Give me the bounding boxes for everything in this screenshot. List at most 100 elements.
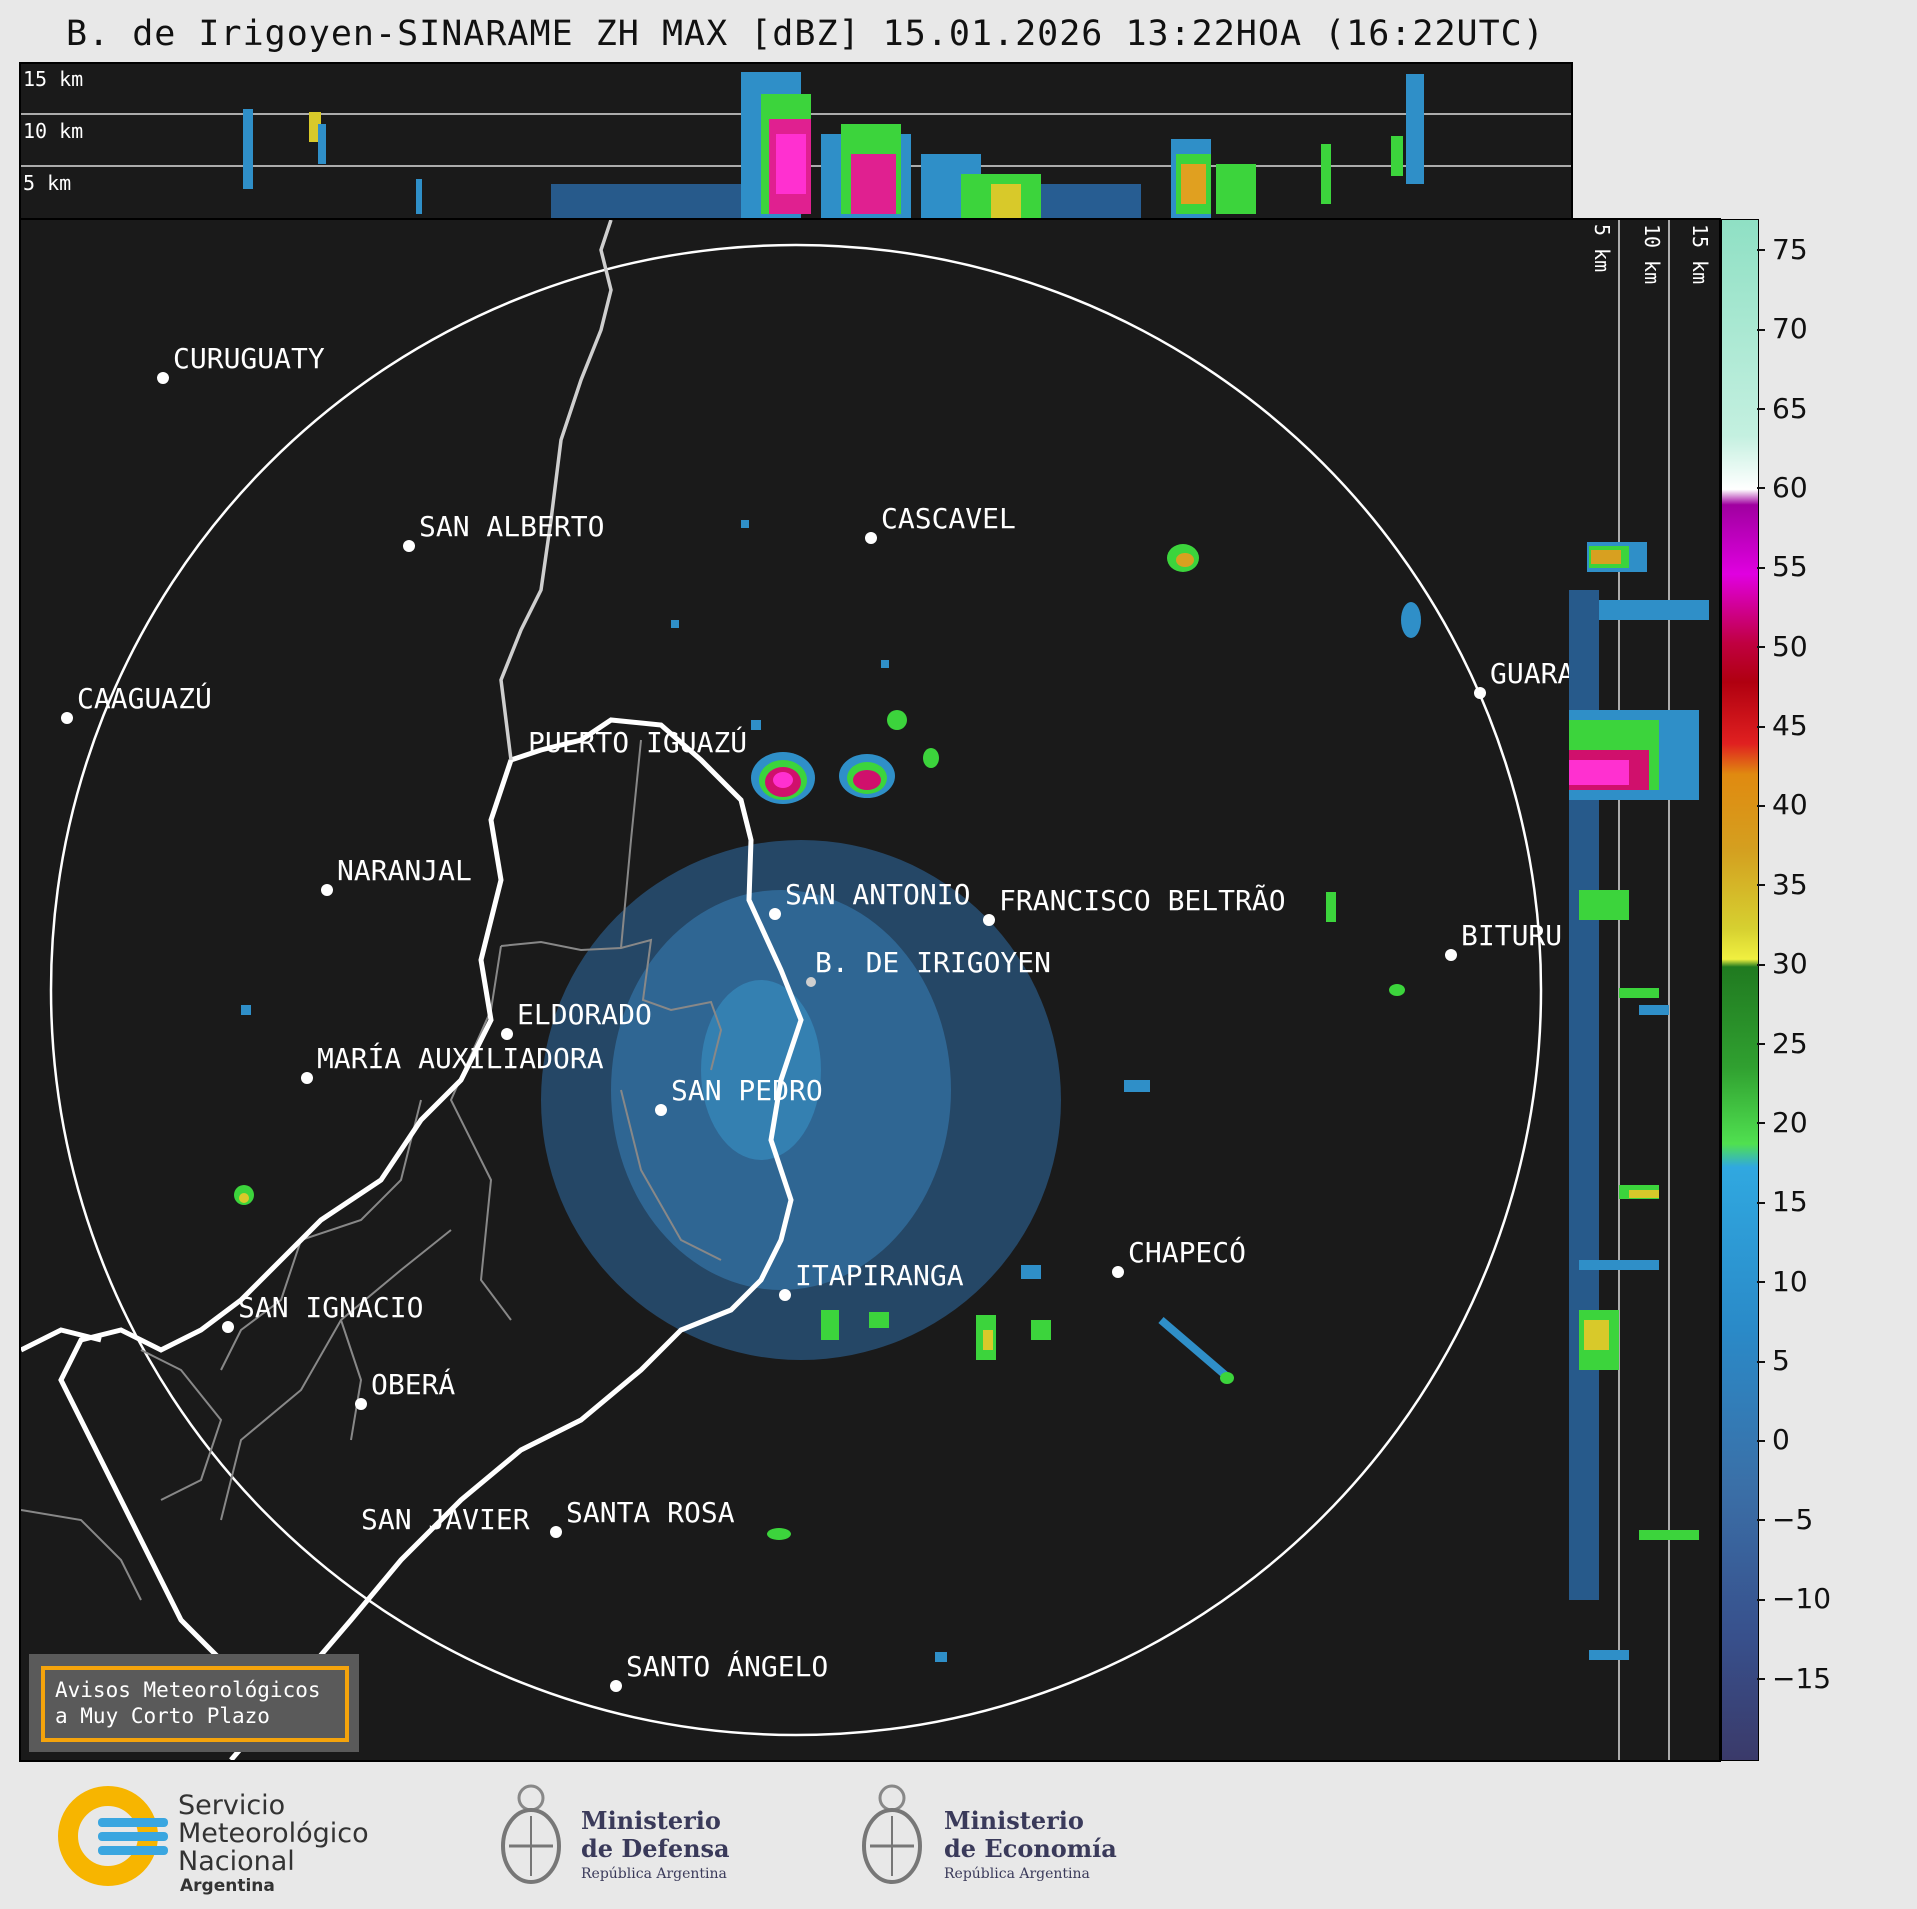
smn-line3: Nacional (178, 1846, 295, 1877)
defensa-line3: República Argentina (581, 1866, 727, 1882)
svg-text:GUARA: GUARA (1490, 657, 1571, 690)
svg-text:BITURU: BITURU (1461, 919, 1562, 952)
economia-line1: Ministerio (944, 1806, 1084, 1835)
height-label-10km: 10 km (23, 119, 83, 143)
colorbar-tick-label: 10 (1757, 1265, 1808, 1298)
smn-logo[interactable]: Servicio Meteorológico Nacional Argentin… (58, 1786, 388, 1896)
radar-map[interactable]: CURUGUATY SAN ALBERTO CASCAVEL CAAGUAZÚ … (21, 220, 1571, 1760)
economia-line2: de Economía (944, 1834, 1117, 1863)
defensa-line1: Ministerio (581, 1806, 721, 1835)
svg-text:CHAPECÓ: CHAPECÓ (1128, 1235, 1246, 1269)
side-height-label-15km: 15 km (1688, 224, 1712, 284)
city-curuguaty[interactable]: CURUGUATY (157, 342, 325, 384)
province-borders (21, 739, 723, 1601)
height-label-15km: 15 km (23, 67, 83, 91)
smn-line1: Servicio (178, 1790, 286, 1821)
city-eldorado[interactable]: ELDORADO (501, 998, 652, 1040)
colorbar-tick-label: 45 (1757, 709, 1808, 742)
range-ring (49, 243, 1543, 1737)
city-san-pedro[interactable]: SAN PEDRO (655, 1074, 823, 1116)
svg-text:SANTA ROSA: SANTA ROSA (566, 1496, 735, 1529)
smn-logo-icon (58, 1786, 168, 1886)
svg-text:ITAPIRANGA: ITAPIRANGA (795, 1259, 964, 1292)
top-cross-section-panel: 15 km 10 km 5 km (19, 62, 1573, 222)
colorbar-tick-label: 70 (1757, 312, 1808, 345)
svg-text:MARÍA AUXILIADORA: MARÍA AUXILIADORA (317, 1041, 604, 1075)
reflectivity-field (541, 520, 1061, 1360)
colorbar-tick-label: 55 (1757, 550, 1808, 583)
city-itapiranga[interactable]: ITAPIRANGA (779, 1259, 964, 1301)
city-santa-rosa[interactable]: SANTA ROSA (550, 1496, 735, 1538)
top-cross-section-plot: 15 km 10 km 5 km (21, 67, 1571, 218)
warning-box-line1: Avisos Meteorológicos (55, 1678, 321, 1702)
colorbar-tick-label: 5 (1757, 1344, 1790, 1377)
smn-line2: Meteorológico (178, 1818, 369, 1849)
city-santo-angelo[interactable]: SANTO ÁNGELO (610, 1649, 828, 1692)
city-naranjal[interactable]: NARANJAL (321, 854, 472, 896)
city-cascavel[interactable]: CASCAVEL (865, 502, 1016, 544)
city-san-ignacio[interactable]: SAN IGNACIO (222, 1291, 423, 1333)
paraguay-brazil-border (499, 220, 613, 761)
svg-text:CAAGUAZÚ: CAAGUAZÚ (77, 681, 212, 715)
colorbar-tick-label: −5 (1756, 1503, 1813, 1536)
city-san-alberto[interactable]: SAN ALBERTO (403, 510, 604, 552)
city-chapeco[interactable]: CHAPECÓ (1112, 1235, 1246, 1278)
side-cross-section-plot: 5 km 10 km 15 km (1569, 220, 1712, 1760)
city-san-javier[interactable]: SAN JAVIER (361, 1503, 530, 1536)
city-san-antonio[interactable]: SAN ANTONIO (769, 878, 970, 920)
colorbar-tick-label: −15 (1756, 1662, 1831, 1695)
svg-text:CASCAVEL: CASCAVEL (881, 502, 1016, 535)
footer-logos: Servicio Meteorológico Nacional Argentin… (0, 1762, 1917, 1909)
colorbar-tick-label: 15 (1757, 1185, 1808, 1218)
city-maria-auxiliadora[interactable]: MARÍA AUXILIADORA (301, 1041, 604, 1084)
dbz-colorbar (1721, 219, 1759, 1761)
ministerio-defensa-logo[interactable]: Ministerio de Defensa República Argentin… (495, 1776, 755, 1896)
economia-line3: República Argentina (944, 1866, 1090, 1882)
svg-text:CURUGUATY: CURUGUATY (173, 342, 325, 375)
city-puerto-iguazu[interactable]: PUERTO IGUAZÚ (528, 725, 747, 759)
radar-map-panel: CURUGUATY SAN ALBERTO CASCAVEL CAAGUAZÚ … (19, 218, 1573, 1762)
city-b-de-irigoyen[interactable]: B. DE IRIGOYEN (806, 946, 1051, 987)
smn-line4: Argentina (180, 1876, 275, 1896)
colorbar-tick-label: 25 (1757, 1027, 1808, 1060)
svg-text:B. DE IRIGOYEN: B. DE IRIGOYEN (815, 946, 1051, 979)
warning-box[interactable]: Avisos Meteorológicos a Muy Corto Plazo (29, 1654, 359, 1752)
warning-box-line2: a Muy Corto Plazo (55, 1704, 270, 1728)
svg-text:SANTO ÁNGELO: SANTO ÁNGELO (626, 1649, 828, 1683)
city-bituru[interactable]: BITURU (1445, 919, 1562, 961)
colorbar-tick-label: 60 (1757, 471, 1808, 504)
svg-text:PUERTO IGUAZÚ: PUERTO IGUAZÚ (528, 725, 747, 759)
svg-text:FRANCISCO BELTRÃO: FRANCISCO BELTRÃO (999, 884, 1286, 917)
svg-text:SAN JAVIER: SAN JAVIER (361, 1503, 530, 1536)
side-height-label-10km: 10 km (1640, 224, 1664, 284)
svg-text:SAN ANTONIO: SAN ANTONIO (785, 878, 970, 911)
colorbar-tick-label: 20 (1757, 1106, 1808, 1139)
storm-cells (234, 544, 1421, 1662)
colorbar-tick-label: 35 (1757, 868, 1808, 901)
svg-text:ELDORADO: ELDORADO (517, 998, 652, 1031)
colorbar-tick-label: 30 (1757, 947, 1808, 980)
side-height-label-5km: 5 km (1590, 224, 1614, 272)
svg-text:SAN ALBERTO: SAN ALBERTO (419, 510, 604, 543)
city-francisco-beltrao[interactable]: FRANCISCO BELTRÃO (983, 884, 1286, 926)
coat-of-arms-icon (862, 1784, 922, 1884)
colorbar-tick-label: −10 (1756, 1582, 1831, 1615)
ministerio-economia-logo[interactable]: Ministerio de Economía República Argenti… (856, 1776, 1136, 1896)
colorbar-tick-label: 50 (1757, 630, 1808, 663)
svg-text:OBERÁ: OBERÁ (371, 1367, 455, 1401)
defensa-line2: de Defensa (581, 1834, 730, 1863)
colorbar-tick-label: 40 (1757, 788, 1808, 821)
side-cross-section-panel: 5 km 10 km 15 km (1569, 218, 1721, 1762)
coat-of-arms-icon (501, 1784, 561, 1884)
colorbar-tick-label: 65 (1757, 392, 1808, 425)
city-guara[interactable]: GUARA (1474, 657, 1571, 699)
map-title: B. de Irigoyen-SINARAME ZH MAX [dBZ] 15.… (66, 14, 1545, 54)
svg-text:SAN IGNACIO: SAN IGNACIO (238, 1291, 423, 1324)
city-labels: CURUGUATY SAN ALBERTO CASCAVEL CAAGUAZÚ … (61, 342, 1571, 1692)
city-obera[interactable]: OBERÁ (355, 1367, 455, 1410)
city-caaguazu[interactable]: CAAGUAZÚ (61, 681, 212, 724)
svg-text:NARANJAL: NARANJAL (337, 854, 472, 887)
colorbar-tick-label: 0 (1757, 1423, 1790, 1456)
height-label-5km: 5 km (23, 171, 71, 195)
country-borders (21, 717, 804, 1760)
